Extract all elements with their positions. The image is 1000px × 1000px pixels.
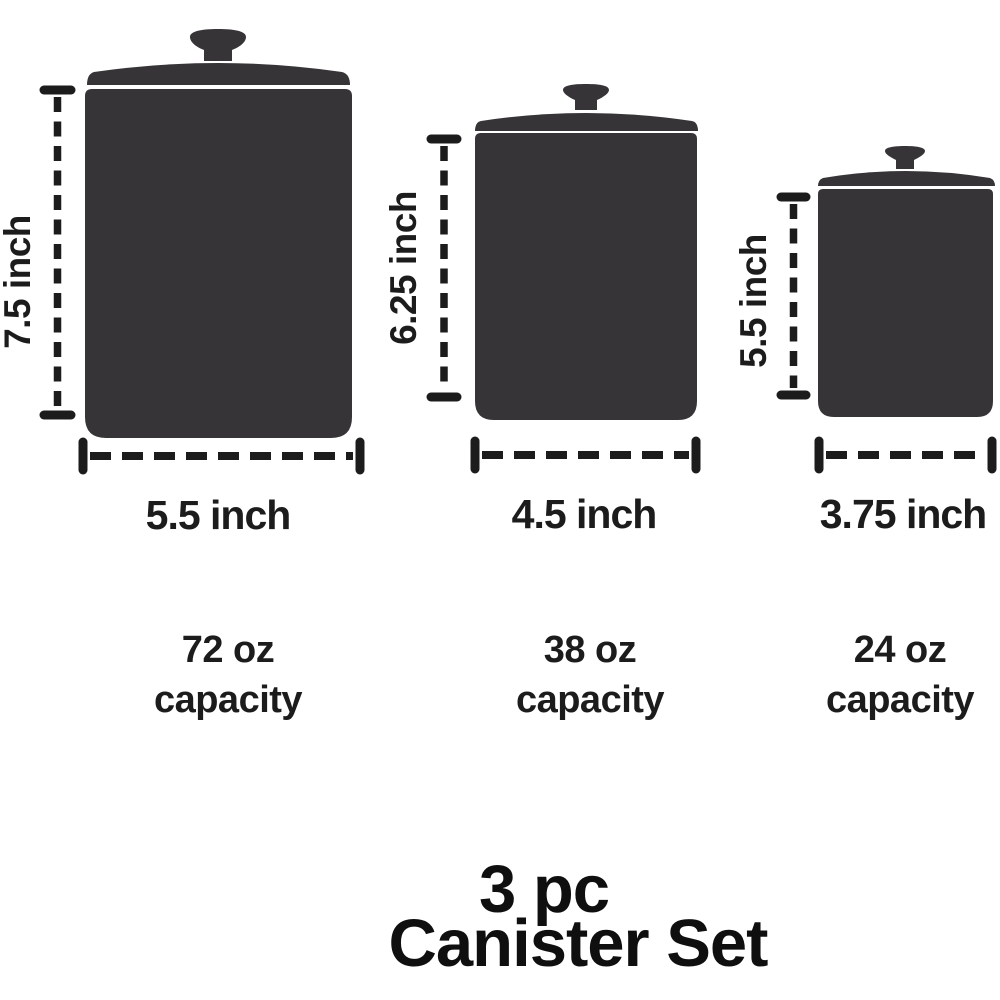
capacity-label-medium: 38 oz capacity [516,629,665,721]
width-label-small: 3.75 inch [820,491,986,537]
canister-medium-knob [563,84,609,110]
width-label-medium: 4.5 inch [512,491,657,537]
canister-small-lid [818,171,995,186]
height-dimension-medium: 6.25 inch [383,134,462,402]
canister-small-body [818,189,993,417]
height-label-large: 7.5 inch [0,215,38,349]
height-label-medium: 6.25 inch [383,191,424,345]
height-dimension-small: 5.5 inch [733,192,811,400]
canister-medium-lid [475,113,698,131]
canister-large-knob [190,29,246,61]
canister-large-body [85,89,352,438]
title-line-1: 3 pc [479,852,609,927]
canister-large [85,29,352,438]
width-dimension-small: 3.75 inch [814,436,997,537]
height-label-small: 5.5 inch [733,234,774,368]
capacity-label-small: 24 oz capacity [826,629,975,721]
product-title: 3 pc Canister Set [389,852,770,981]
title-line-2: Canister Set [389,906,769,981]
canister-medium [475,84,698,420]
canister-small [818,146,995,417]
height-dimension-large: 7.5 inch [0,85,76,420]
capacity-word-large: capacity [154,679,302,721]
capacity-amount-medium: 38 oz [544,629,637,671]
capacity-word-small: capacity [826,679,974,721]
capacity-word-medium: capacity [516,679,664,721]
capacity-label-large: 72 oz capacity [154,629,303,721]
capacity-amount-large: 72 oz [182,629,275,671]
canister-small-knob [885,146,925,169]
width-dimension-large: 5.5 inch [78,437,365,538]
width-label-large: 5.5 inch [146,492,291,538]
canister-medium-body [475,133,697,420]
canister-large-lid [87,63,350,85]
width-dimension-medium: 4.5 inch [470,436,701,537]
capacity-amount-small: 24 oz [854,629,947,671]
